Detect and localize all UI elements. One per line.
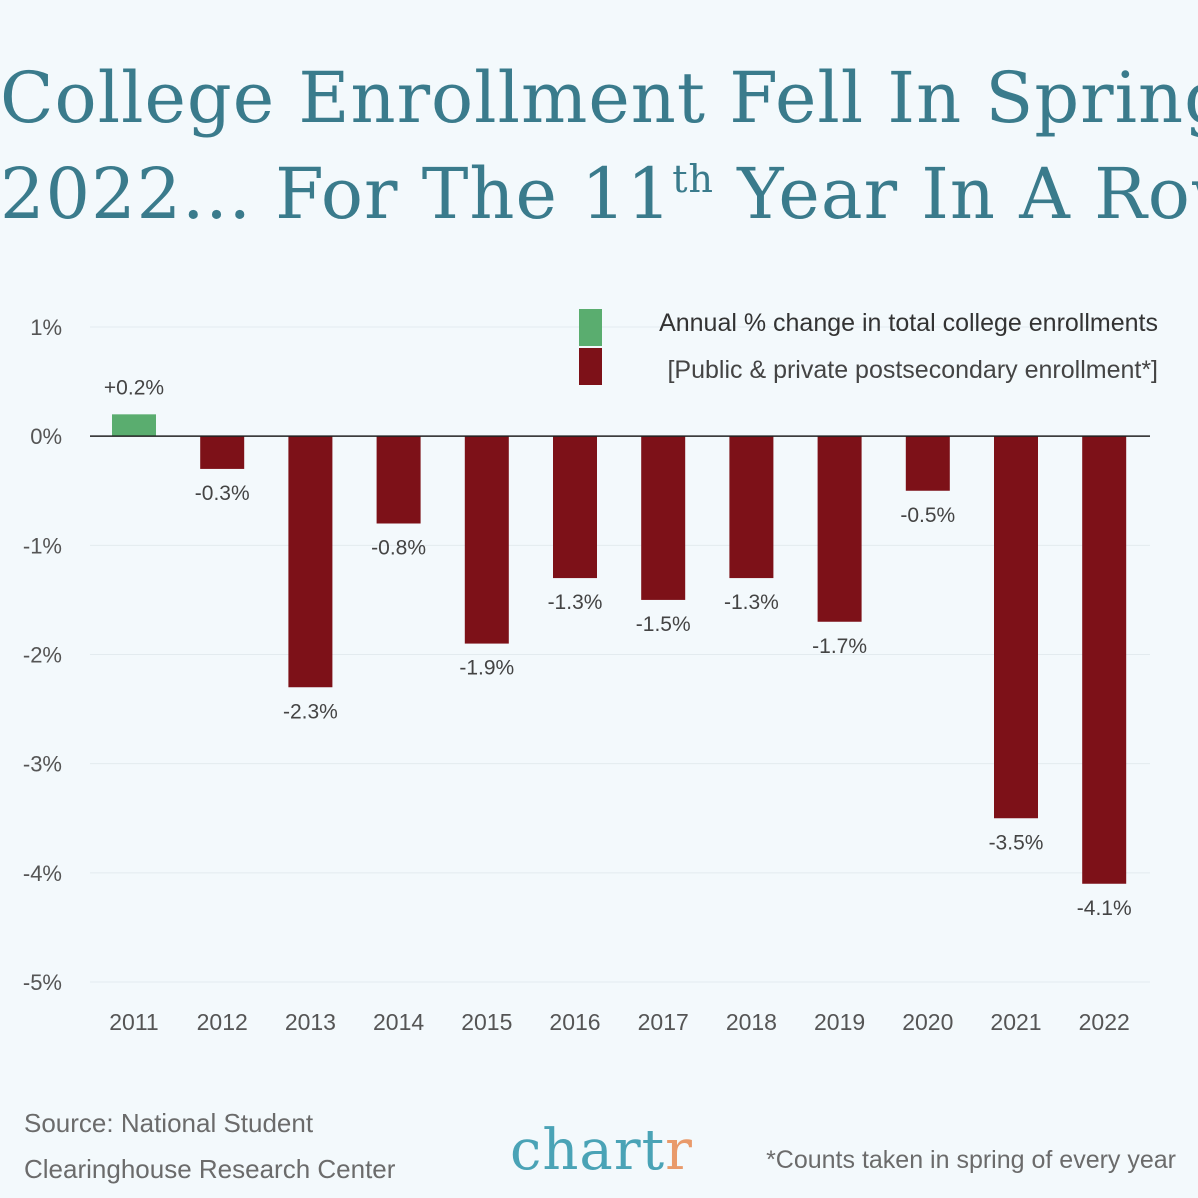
bar-chart: 1% 0% -1% -2% -3% -4% -5% +0.2% 2011 -0.3% 2012 -2.… <box>23 309 1158 1035</box>
x-tick-label: 2013 <box>285 1009 336 1035</box>
legend-label-1: Annual % change in total college enrollm… <box>659 309 1158 337</box>
data-label-2018: -1.3% <box>724 591 779 614</box>
data-label-2014: -0.8% <box>371 537 426 560</box>
bar-2012 <box>200 436 245 469</box>
x-tick-label: 2019 <box>814 1009 865 1035</box>
data-label-2011: +0.2% <box>104 376 164 399</box>
data-label-2015: -1.9% <box>459 657 514 680</box>
logo-r: r <box>665 1118 693 1183</box>
bar-2017 <box>641 436 686 600</box>
y-tick-label: -2% <box>23 643 62 668</box>
legend-swatch-green <box>579 309 602 346</box>
data-label-2013: -2.3% <box>283 700 338 723</box>
bar-2019 <box>817 436 862 622</box>
title-superscript: th <box>672 157 715 201</box>
data-label-2021: -3.5% <box>989 831 1044 854</box>
x-tick-label: 2020 <box>902 1009 953 1035</box>
legend-label-2: [Public & private postsecondary enrollme… <box>667 356 1158 384</box>
title-line-2: 2022... For The 11th Year In A Row <box>0 146 1198 242</box>
data-label-2019: -1.7% <box>812 635 867 658</box>
title-line-2-end: Year In A Row <box>737 153 1198 235</box>
x-tick-label: 2015 <box>461 1009 512 1035</box>
y-tick-label: -5% <box>23 970 62 995</box>
data-label-2016: -1.3% <box>548 591 603 614</box>
chart-title: College Enrollment Fell In Spring 2022..… <box>0 50 1198 242</box>
bar-2020 <box>905 436 950 491</box>
y-tick-label: -1% <box>23 533 62 558</box>
bar-2016 <box>553 436 597 579</box>
bar-2011 <box>112 414 156 437</box>
y-tick-label: -3% <box>23 752 62 777</box>
source-line-1: Source: National Student <box>24 1108 314 1138</box>
title-line-2-start: 2022... For The 11 <box>0 153 673 235</box>
bar-2015 <box>464 436 509 644</box>
x-tick-label: 2016 <box>549 1009 600 1035</box>
bar-2013 <box>288 436 333 688</box>
x-tick-label: 2017 <box>638 1009 689 1035</box>
x-tick-label: 2012 <box>197 1009 248 1035</box>
bar-2018 <box>729 436 774 579</box>
y-tick-label: 0% <box>30 424 62 449</box>
source-line-2: Clearinghouse Research Center <box>24 1154 396 1184</box>
logo-text: chart <box>510 1118 666 1183</box>
x-tick-label: 2014 <box>373 1009 424 1035</box>
bar-2014 <box>376 436 421 524</box>
x-tick-label: 2021 <box>990 1009 1041 1035</box>
data-label-2022: -4.1% <box>1077 897 1132 920</box>
chartr-logo: chartr <box>510 1118 693 1183</box>
legend-swatch-red <box>579 348 602 385</box>
x-tick-label: 2011 <box>109 1009 158 1035</box>
data-label-2017: -1.5% <box>636 613 691 636</box>
bar-2022 <box>1082 436 1127 884</box>
data-label-2012: -0.3% <box>195 482 250 505</box>
bar-2021 <box>994 436 1038 819</box>
footnote: *Counts taken in spring of every year <box>766 1146 1176 1174</box>
x-tick-label: 2022 <box>1079 1009 1130 1035</box>
y-tick-label: 1% <box>30 315 62 340</box>
data-label-2020: -0.5% <box>900 504 955 527</box>
title-line-1: College Enrollment Fell In Spring <box>0 57 1198 139</box>
x-tick-label: 2018 <box>726 1009 777 1035</box>
y-tick-label: -4% <box>23 861 62 886</box>
source-note: Source: National Student Clearinghouse R… <box>24 1100 395 1192</box>
